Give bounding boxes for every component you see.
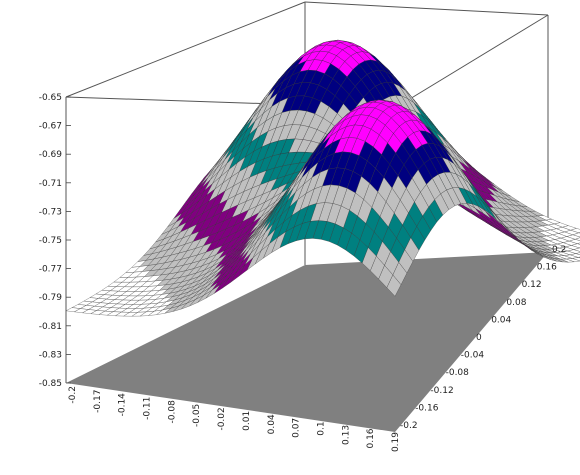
y-tick-label: -0.08 <box>446 368 470 378</box>
z-tick-label: -0.67 <box>39 122 62 132</box>
x-tick-label: 0.1 <box>316 421 326 435</box>
y-tick-label: 0.08 <box>506 298 526 308</box>
x-tick-label: -0.2 <box>68 386 78 404</box>
x-tick-label: -0.08 <box>167 400 177 424</box>
y-tick-label: 0.2 <box>552 245 566 255</box>
surface-cell <box>65 307 81 312</box>
z-tick-label: -0.69 <box>39 150 63 160</box>
y-tick-label: -0.12 <box>430 386 453 396</box>
z-tick-label: -0.85 <box>39 379 62 389</box>
box-top-back-right-edge <box>304 1 549 16</box>
x-tick-label: -0.11 <box>143 397 153 420</box>
z-tick-label: -0.83 <box>39 350 62 360</box>
y-tick-label: -0.16 <box>415 403 439 413</box>
y-tick-label: 0 <box>476 333 482 343</box>
floor-plane <box>66 252 548 432</box>
x-tick-label: -0.02 <box>217 407 227 430</box>
x-axis-ticks: -0.2 -0.17 -0.14 -0.11 -0.08 -0.05 -0.02 0.01 0.… <box>68 386 401 452</box>
x-tick-label: 0.19 <box>391 432 401 452</box>
x-tick-label: -0.17 <box>93 390 103 413</box>
x-tick-label: 0.04 <box>267 414 277 434</box>
x-tick-label: -0.14 <box>118 393 128 417</box>
z-tick-label: -0.81 <box>39 322 62 332</box>
x-tick-label: 0.07 <box>292 418 302 438</box>
z-tick-label: -0.65 <box>39 93 62 103</box>
z-tick-label: -0.75 <box>39 236 62 246</box>
z-tick-label: -0.77 <box>39 265 62 275</box>
z-tick-label: -0.73 <box>39 207 62 217</box>
y-tick-label: -0.2 <box>400 421 418 431</box>
box-top-back-left-edge <box>65 1 306 98</box>
z-tick-label: -0.71 <box>39 179 62 189</box>
x-tick-label: 0.01 <box>242 411 252 431</box>
box-top-right-edge <box>394 14 549 109</box>
y-tick-label: 0.16 <box>537 263 557 273</box>
z-axis-ticks: -0.65 -0.67 -0.69 -0.71 -0.73 -0.75 -0.77 -0.79… <box>39 93 71 389</box>
y-tick-label: 0.12 <box>522 280 542 290</box>
y-axis-ticks: 0.2 0.16 0.12 0.08 0.04 0 -0.04 -0.08 -0.12 -0.16… <box>400 245 566 431</box>
x-tick-label: 0.13 <box>341 425 351 445</box>
x-tick-label: 0.16 <box>366 428 376 448</box>
y-tick-label: -0.04 <box>461 351 485 361</box>
z-tick-label: -0.79 <box>39 293 63 303</box>
x-tick-label: -0.05 <box>192 404 202 427</box>
y-tick-label: 0.04 <box>491 315 511 325</box>
surface-mesh <box>65 39 580 317</box>
